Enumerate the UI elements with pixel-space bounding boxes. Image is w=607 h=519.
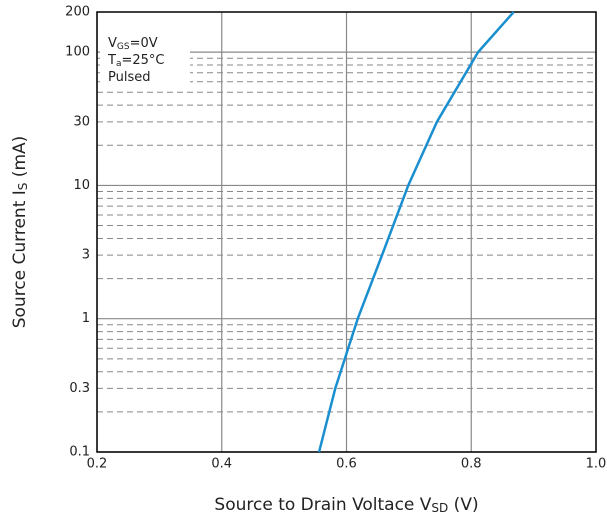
x-label-sub: SD [431, 501, 448, 515]
y-label-rest: (mA) [10, 136, 30, 183]
x-tick-label: 0.2 [87, 457, 108, 472]
y-tick-label: 0.3 [69, 381, 90, 396]
y-tick-label: 1 [82, 311, 90, 326]
y-tick-label: 0.1 [69, 445, 90, 460]
x-label-rest: (V) [448, 495, 478, 515]
annotation: Ta=25°C [107, 53, 164, 69]
annotation-sub: GS [117, 42, 130, 52]
annotation-main: V [108, 36, 117, 51]
data-line [317, 11, 515, 453]
annotation: VGS=0V [108, 36, 158, 52]
annotation-sub: a [116, 59, 122, 69]
x-label-main: Source to Drain Voltace V [214, 495, 431, 515]
y-tick-label: 3 [82, 248, 90, 263]
x-axis-label: Source to Drain Voltace VSD (V) [214, 495, 478, 515]
annotation-rest: =0V [130, 36, 158, 51]
annotation-box [100, 26, 190, 90]
y-tick-label: 200 [65, 5, 90, 20]
annotation-rest: =25°C [121, 53, 164, 68]
x-tick-label: 1.0 [586, 457, 607, 472]
y-label-main: Source Current I [10, 190, 30, 328]
y-label-sub: S [16, 183, 30, 191]
x-tick-label: 0.6 [336, 457, 357, 472]
plot-frame [96, 11, 597, 453]
x-tick-label: 0.8 [461, 457, 482, 472]
y-tick-label: 30 [73, 114, 90, 129]
x-tick-label: 0.4 [211, 457, 232, 472]
y-tick-label: 10 [73, 178, 90, 193]
y-axis-label: Source Current IS (mA) [10, 136, 30, 329]
annotation: Pulsed [108, 70, 151, 85]
annotation-main: T [107, 53, 116, 68]
y-tick-label: 100 [65, 45, 90, 60]
annotation-main: Pulsed [108, 70, 151, 85]
